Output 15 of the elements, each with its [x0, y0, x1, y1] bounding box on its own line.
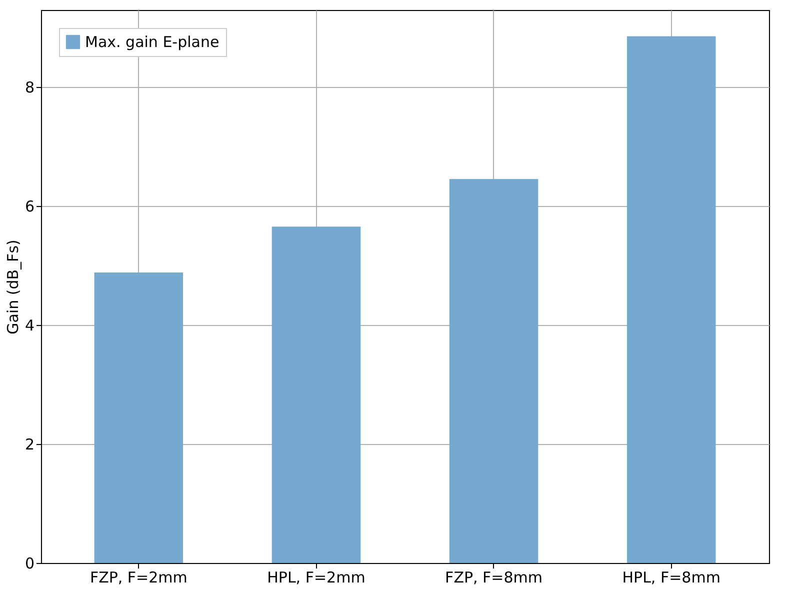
bar — [449, 179, 538, 563]
x-tick-label: FZP, F=2mm — [90, 568, 188, 586]
y-tick-label: 6 — [24, 197, 34, 216]
x-tick-label: FZP, F=8mm — [445, 568, 543, 586]
bar — [626, 36, 716, 563]
x-tick-label: HPL, F=8mm — [622, 568, 720, 586]
bar — [272, 226, 361, 563]
x-tick-label: HPL, F=2mm — [267, 568, 366, 586]
legend-label: Max. gain E-plane — [85, 33, 220, 51]
y-tick-label: 8 — [24, 78, 34, 96]
y-tick-label: 2 — [24, 435, 34, 454]
y-tick-label: 0 — [24, 554, 34, 572]
y-tick-label: 4 — [24, 316, 34, 334]
bar — [94, 272, 184, 563]
y-axis-title: Gain (dB_Fs) — [4, 240, 22, 334]
